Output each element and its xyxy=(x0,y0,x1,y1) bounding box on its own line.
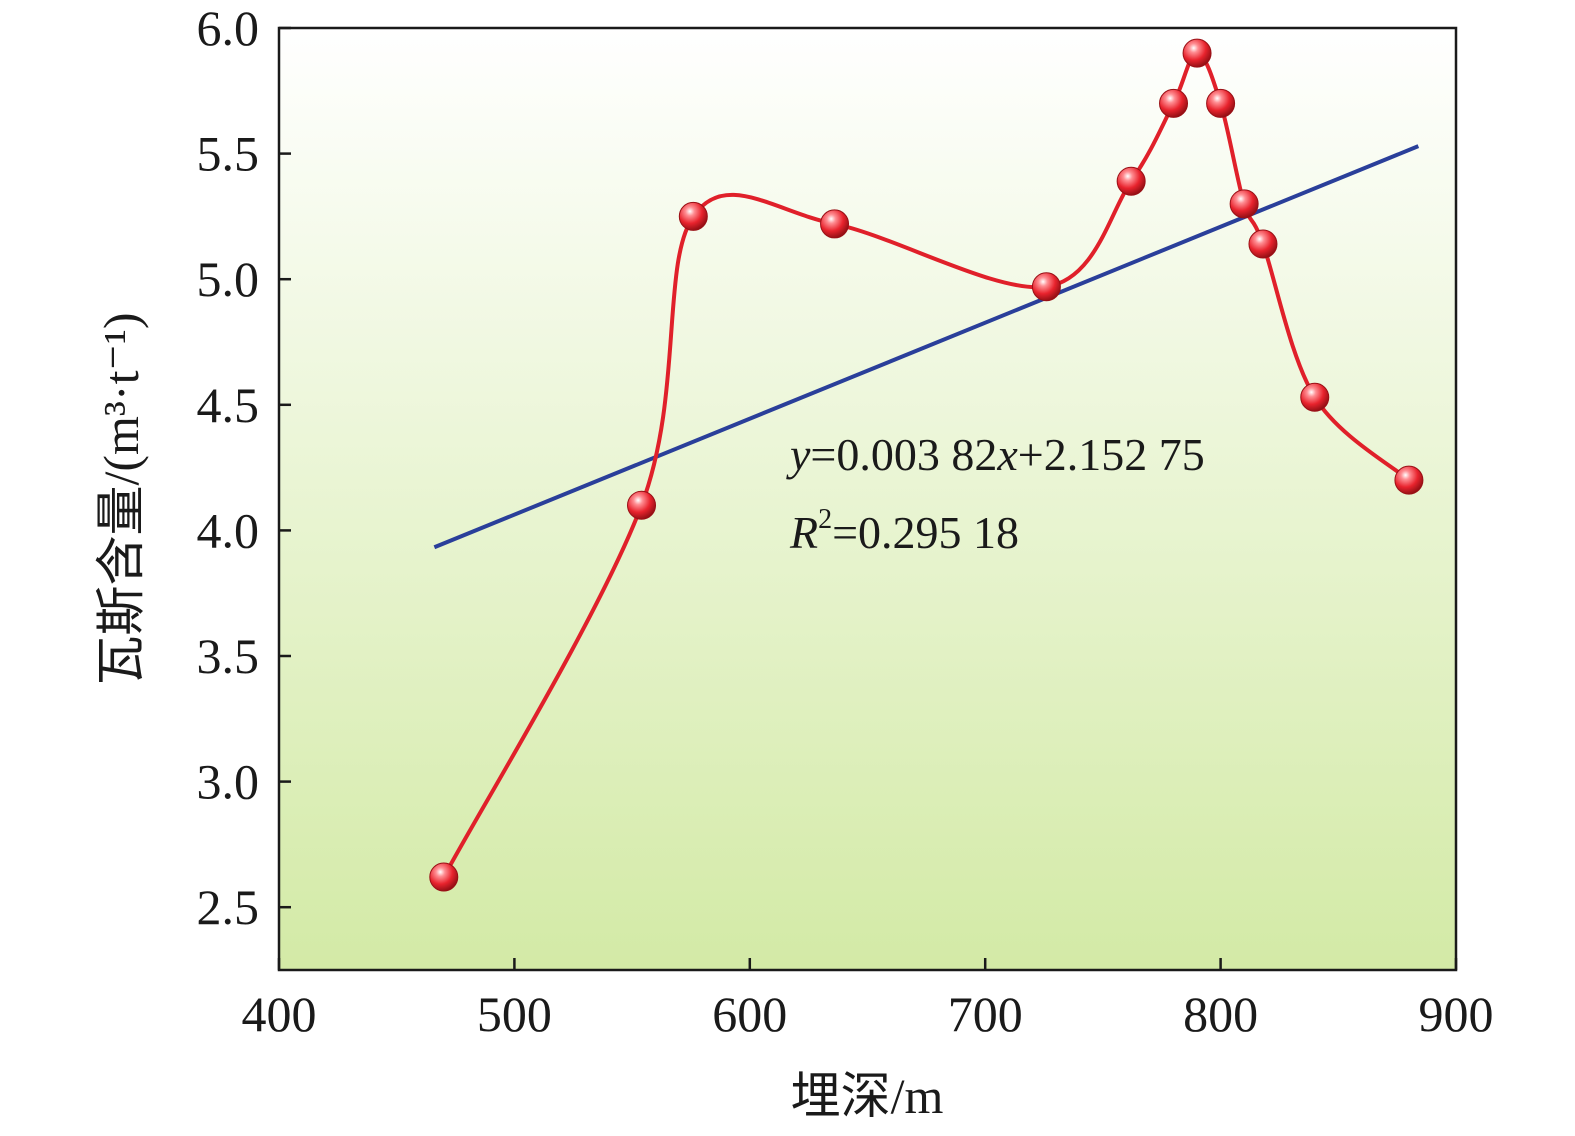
x-tick-label: 600 xyxy=(712,986,787,1042)
data-point xyxy=(1116,166,1146,196)
fit-equation: y=0.003 82x+2.152 75 xyxy=(786,429,1205,480)
x-tick-label: 700 xyxy=(948,986,1023,1042)
y-tick-label: 3.5 xyxy=(197,628,260,684)
fit-r-squared: R2=0.295 18 xyxy=(789,504,1019,558)
data-point xyxy=(1206,88,1236,118)
data-point xyxy=(678,201,708,231)
plot-background xyxy=(279,28,1456,970)
data-point xyxy=(429,862,459,892)
x-tick-labels: 400 500 600 700 800 900 xyxy=(242,986,1494,1042)
data-point xyxy=(1248,229,1278,259)
y-tick-label: 4.0 xyxy=(197,502,260,558)
data-point xyxy=(1394,465,1424,495)
plot-frame xyxy=(277,26,1458,972)
x-tick-label: 500 xyxy=(477,986,552,1042)
x-tick-label: 900 xyxy=(1419,986,1494,1042)
x-tick-label: 800 xyxy=(1183,986,1258,1042)
series-markers xyxy=(429,38,1424,892)
data-point xyxy=(1300,382,1330,412)
data-point xyxy=(627,490,657,520)
data-point xyxy=(1182,38,1212,68)
data-point xyxy=(1229,189,1259,219)
y-tick-label: 2.5 xyxy=(197,879,260,935)
data-point xyxy=(1031,272,1061,302)
y-tick-label: 6.0 xyxy=(197,0,260,56)
y-tick-label: 3.0 xyxy=(197,754,260,810)
data-point xyxy=(1159,88,1189,118)
y-tick-label: 5.5 xyxy=(197,126,260,182)
y-tick-label: 5.0 xyxy=(197,251,260,307)
x-axis-title: 埋深/m xyxy=(791,1068,944,1124)
x-tick-label: 400 xyxy=(242,986,317,1042)
y-tick-labels: 2.5 3.0 3.5 4.0 4.5 5.0 5.5 6.0 xyxy=(197,0,260,935)
data-point xyxy=(820,209,850,239)
y-tick-label: 4.5 xyxy=(197,377,260,433)
y-axis-title: 瓦斯含量/(m³·t⁻¹) xyxy=(93,313,149,686)
